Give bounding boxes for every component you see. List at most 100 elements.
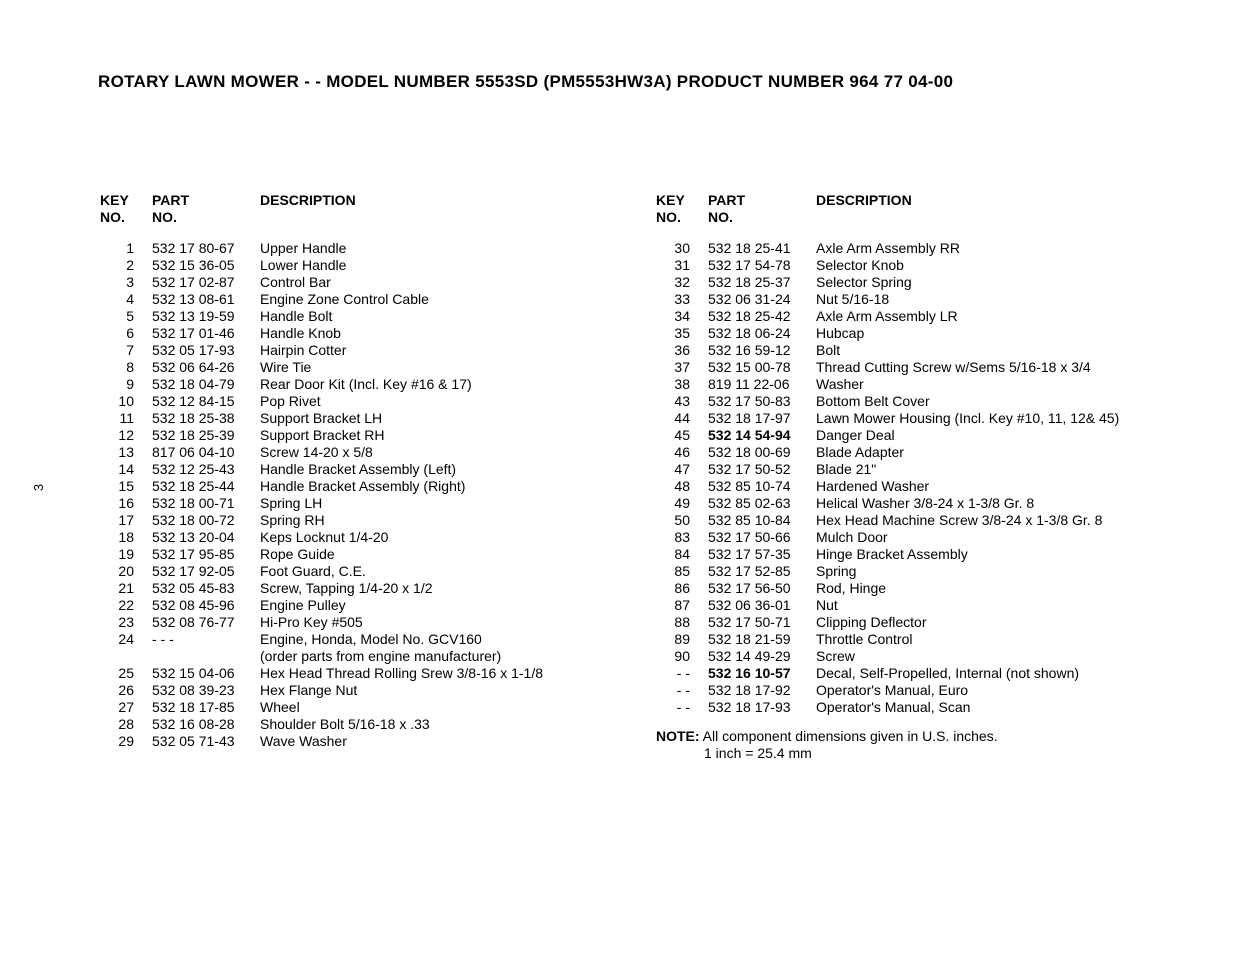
part-no: 819 11 22-06: [708, 376, 816, 393]
page-title: ROTARY LAWN MOWER - - MODEL NUMBER 5553S…: [98, 72, 953, 92]
key-no: 34: [656, 308, 708, 325]
key-no: 88: [656, 614, 708, 631]
key-no: 21: [100, 580, 152, 597]
description: Handle Bracket Assembly (Left): [260, 461, 456, 478]
key-no: - -: [656, 699, 708, 716]
description: Screw, Tapping 1/4-20 x 1/2: [260, 580, 433, 597]
part-no: 532 18 21-59: [708, 631, 816, 648]
key-no: - -: [656, 682, 708, 699]
parts-row: 7532 05 17-93Hairpin Cotter: [100, 342, 543, 359]
header-key-2: NO.: [100, 209, 152, 226]
key-no: 1: [100, 240, 152, 257]
parts-row: 86532 17 56-50Rod, Hinge: [656, 580, 1119, 597]
key-no: 13: [100, 444, 152, 461]
part-no: 532 08 45-96: [152, 597, 260, 614]
parts-column-left: KEY NO. PART NO. DESCRIPTION 1532 17 80-…: [100, 192, 543, 750]
key-no: 18: [100, 529, 152, 546]
key-no: 4: [100, 291, 152, 308]
parts-row: - -532 18 17-93Operator's Manual, Scan: [656, 699, 1119, 716]
key-no: 22: [100, 597, 152, 614]
part-no: 532 15 00-78: [708, 359, 816, 376]
parts-row: 44532 18 17-97Lawn Mower Housing (Incl. …: [656, 410, 1119, 427]
part-no: 532 18 17-92: [708, 682, 816, 699]
description: Control Bar: [260, 274, 331, 291]
key-no: 84: [656, 546, 708, 563]
key-no: 26: [100, 682, 152, 699]
part-no: 532 15 04-06: [152, 665, 260, 682]
description: Handle Bolt: [260, 308, 332, 325]
parts-row: 6532 17 01-46Handle Knob: [100, 325, 543, 342]
part-no: 532 18 17-97: [708, 410, 816, 427]
key-no: 20: [100, 563, 152, 580]
key-no: 33: [656, 291, 708, 308]
part-no: 532 85 10-84: [708, 512, 816, 529]
parts-row: 87532 06 36-01Nut: [656, 597, 1119, 614]
description: Upper Handle: [260, 240, 346, 257]
parts-row: 24- - -Engine, Honda, Model No. GCV160: [100, 631, 543, 648]
key-no: 27: [100, 699, 152, 716]
part-no: 532 17 57-35: [708, 546, 816, 563]
description: Washer: [816, 376, 864, 393]
key-no: 86: [656, 580, 708, 597]
part-no: 532 18 00-72: [152, 512, 260, 529]
part-no: 532 17 01-46: [152, 325, 260, 342]
description: Axle Arm Assembly RR: [816, 240, 960, 257]
description: Wave Washer: [260, 733, 347, 750]
description: Shoulder Bolt 5/16-18 x .33: [260, 716, 430, 733]
part-no: 532 16 08-28: [152, 716, 260, 733]
header-desc-2: DESCRIPTION: [816, 192, 912, 209]
parts-row: 83532 17 50-66Mulch Door: [656, 529, 1119, 546]
key-no: 47: [656, 461, 708, 478]
part-no: 532 18 17-85: [152, 699, 260, 716]
part-no: 532 17 02-87: [152, 274, 260, 291]
page-number: 3: [31, 484, 46, 491]
part-no: 532 13 08-61: [152, 291, 260, 308]
key-no: 44: [656, 410, 708, 427]
description: Mulch Door: [816, 529, 888, 546]
key-no: 15: [100, 478, 152, 495]
parts-row: 18532 13 20-04Keps Locknut 1/4-20: [100, 529, 543, 546]
parts-row: 38819 11 22-06Washer: [656, 376, 1119, 393]
description: Operator's Manual, Scan: [816, 699, 970, 716]
key-no: 90: [656, 648, 708, 665]
description: Screw 14-20 x 5/8: [260, 444, 373, 461]
part-no: 532 15 36-05: [152, 257, 260, 274]
description: Nut 5/16-18: [816, 291, 889, 308]
parts-row: 19532 17 95-85Rope Guide: [100, 546, 543, 563]
footnote: NOTE: All component dimensions given in …: [656, 728, 1119, 762]
part-no: 532 18 06-24: [708, 325, 816, 342]
key-no: 87: [656, 597, 708, 614]
key-no: 6: [100, 325, 152, 342]
parts-row: - -532 18 17-92Operator's Manual, Euro: [656, 682, 1119, 699]
part-no: 532 18 25-37: [708, 274, 816, 291]
description: Rear Door Kit (Incl. Key #16 & 17): [260, 376, 472, 393]
parts-row: 32532 18 25-37Selector Spring: [656, 274, 1119, 291]
key-no: 5: [100, 308, 152, 325]
parts-row: 20532 17 92-05Foot Guard, C.E.: [100, 563, 543, 580]
key-no: 29: [100, 733, 152, 750]
description: Nut: [816, 597, 838, 614]
key-no: 50: [656, 512, 708, 529]
parts-row: 9532 18 04-79Rear Door Kit (Incl. Key #1…: [100, 376, 543, 393]
key-no: 30: [656, 240, 708, 257]
key-no: 8: [100, 359, 152, 376]
part-no: 532 18 04-79: [152, 376, 260, 393]
description: Spring LH: [260, 495, 322, 512]
parts-row: 45532 14 54-94Danger Deal: [656, 427, 1119, 444]
key-no: 12: [100, 427, 152, 444]
note-text: All component dimensions given in U.S. i…: [700, 728, 998, 744]
description: Bolt: [816, 342, 840, 359]
parts-row: 49532 85 02-63Helical Washer 3/8-24 x 1-…: [656, 495, 1119, 512]
parts-row: 22532 08 45-96Engine Pulley: [100, 597, 543, 614]
part-no: 532 05 17-93: [152, 342, 260, 359]
description: Lawn Mower Housing (Incl. Key #10, 11, 1…: [816, 410, 1119, 427]
description: Axle Arm Assembly LR: [816, 308, 958, 325]
part-no: 532 14 54-94: [708, 427, 816, 444]
parts-row: 3532 17 02-87Control Bar: [100, 274, 543, 291]
part-no: 532 08 39-23: [152, 682, 260, 699]
key-no: 31: [656, 257, 708, 274]
part-no: 532 16 59-12: [708, 342, 816, 359]
description: Handle Knob: [260, 325, 341, 342]
description: Support Bracket RH: [260, 427, 385, 444]
header-part-1: PART: [152, 192, 260, 209]
